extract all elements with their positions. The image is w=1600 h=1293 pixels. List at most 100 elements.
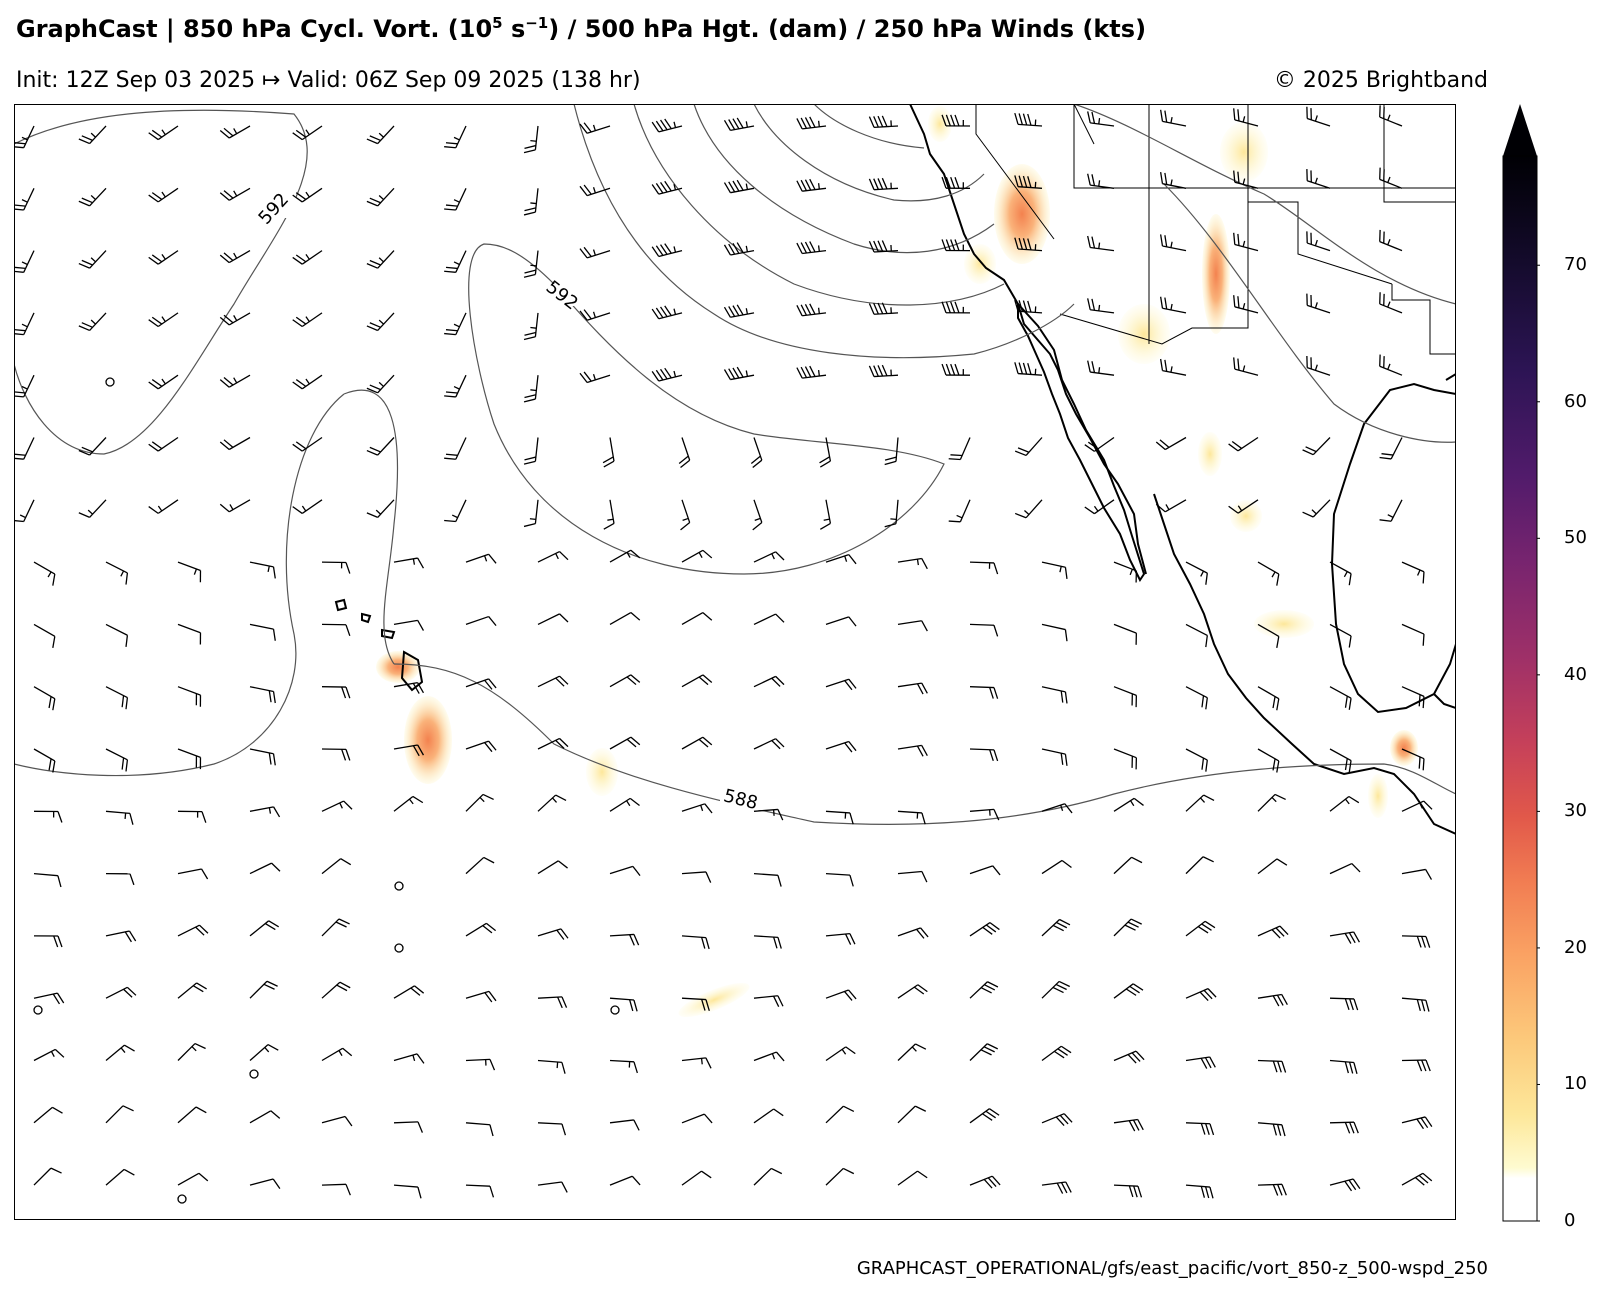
wind-barb-feather xyxy=(1420,1117,1429,1129)
vorticity-blob-hawaii xyxy=(376,651,420,683)
wind-barb-feather xyxy=(914,1105,927,1112)
wind-barb-feather xyxy=(664,180,672,192)
wind-barb-feather xyxy=(950,239,956,251)
wind-barb-feather xyxy=(1416,936,1422,948)
wind-barb-feather xyxy=(338,918,350,925)
wind-barb xyxy=(465,678,489,688)
wind-barb-feather xyxy=(1281,1061,1287,1073)
wind-barb-half-feather xyxy=(673,121,677,128)
wind-barb xyxy=(228,312,251,326)
wind-barb-feather xyxy=(1027,113,1032,126)
wind-barb-feather xyxy=(664,243,672,254)
vorticity-blob-sierra xyxy=(928,106,952,142)
wind-barb-feather xyxy=(271,862,281,872)
wind-barb-feather xyxy=(559,551,569,561)
wind-barb-half-feather xyxy=(817,307,820,314)
wind-barb-half-feather xyxy=(555,553,559,560)
wind-barb-feather xyxy=(1344,1061,1349,1074)
wind-barb xyxy=(753,437,763,461)
wind-barb-feather xyxy=(219,441,230,450)
wind-barb-feather xyxy=(78,138,90,145)
wind-barb xyxy=(825,1105,844,1124)
wind-barb xyxy=(753,738,776,750)
wind-barb-feather xyxy=(1064,567,1068,579)
wind-barb-feather xyxy=(916,745,924,757)
wind-barb-feather xyxy=(603,522,615,530)
wind-barb-half-feather xyxy=(1060,804,1064,812)
wind-barb-feather xyxy=(1276,858,1288,866)
wind-barb xyxy=(1185,561,1208,574)
wind-barb xyxy=(609,1175,633,1186)
contour-588 xyxy=(393,663,1456,825)
wind-barb-half-feather xyxy=(378,381,384,387)
wind-barb xyxy=(895,437,899,462)
wind-barb-feather xyxy=(796,180,803,192)
wind-barb-half-feather xyxy=(1098,180,1101,187)
wind-barb-feather xyxy=(848,616,857,627)
wind-barb-feather xyxy=(877,115,884,128)
wind-barb-feather xyxy=(804,117,812,129)
wind-barb xyxy=(1401,561,1425,573)
wind-barb-feather xyxy=(848,554,857,565)
wind-barb-feather xyxy=(1027,363,1032,375)
wind-barb-half-feather xyxy=(483,555,488,562)
wind-barb-feather xyxy=(868,365,875,377)
wind-barb-feather xyxy=(723,119,731,131)
wind-barb-feather xyxy=(195,926,205,936)
contour-north-2 xyxy=(633,104,1005,306)
wind-barb-half-feather xyxy=(956,514,963,519)
wind-barb-feather xyxy=(945,176,951,189)
wind-barb-feather xyxy=(1302,511,1314,518)
wind-barb-half-feather xyxy=(1098,304,1101,311)
wind-barb-feather xyxy=(1379,519,1392,522)
wind-barb-feather xyxy=(417,557,425,569)
wind-barb xyxy=(825,810,850,814)
wind-barb-feather xyxy=(777,995,784,1007)
wind-barb-feather xyxy=(921,682,928,694)
wind-barb-feather xyxy=(1087,235,1091,248)
wind-barb xyxy=(455,437,467,460)
wind-barb-feather xyxy=(705,1057,712,1069)
wind-barb-feather xyxy=(223,377,234,386)
wind-barb-feather xyxy=(1060,1045,1072,1054)
wind-barb-half-feather xyxy=(21,323,28,328)
wind-barb-feather xyxy=(777,875,782,887)
wind-barb-feather xyxy=(651,121,660,133)
wind-barb-feather xyxy=(369,259,381,266)
wind-barb-half-feather xyxy=(771,1053,776,1060)
wind-barb-feather xyxy=(660,368,668,380)
wind-barb-feather xyxy=(921,558,928,570)
wind-barb xyxy=(33,1048,56,1062)
wind-barb-half-feather xyxy=(1237,505,1243,512)
wind-barb-feather xyxy=(1344,758,1348,771)
wind-barb-feather xyxy=(445,142,458,145)
wind-barb-feather xyxy=(366,387,378,394)
wind-barb-feather xyxy=(223,190,234,199)
wind-barb-feather xyxy=(1063,1113,1073,1123)
wind-barb-feather xyxy=(523,149,536,154)
wind-barb xyxy=(609,865,634,875)
wind-barb-feather xyxy=(1087,360,1091,373)
wind-barb xyxy=(969,623,995,626)
wind-barb-half-feather xyxy=(378,257,384,263)
wind-barb-feather xyxy=(1018,237,1023,250)
wind-barb-feather xyxy=(81,197,93,204)
wind-barb-feather xyxy=(868,303,875,315)
wind-barb-feather xyxy=(921,620,928,632)
wind-barb-feather xyxy=(488,991,497,1002)
wind-barb-feather xyxy=(54,1048,65,1058)
wind-barb-feather xyxy=(881,115,888,127)
wind-barb-feather xyxy=(1277,1061,1282,1073)
wind-barb-feather xyxy=(272,1178,281,1189)
coastlines xyxy=(334,104,1456,835)
wind-barb-feather xyxy=(444,457,456,460)
wind-barb-feather xyxy=(660,119,668,131)
wind-barb xyxy=(249,1178,274,1186)
colorbar-extend-arrow xyxy=(1503,104,1537,156)
wind-barb-half-feather xyxy=(1387,176,1391,183)
wind-barb-feather xyxy=(723,244,731,256)
wind-barb-half-feather xyxy=(817,245,820,252)
wind-barb-feather xyxy=(630,674,641,683)
wind-barb-feather xyxy=(771,677,781,687)
wind-barb-feather xyxy=(1276,698,1280,711)
